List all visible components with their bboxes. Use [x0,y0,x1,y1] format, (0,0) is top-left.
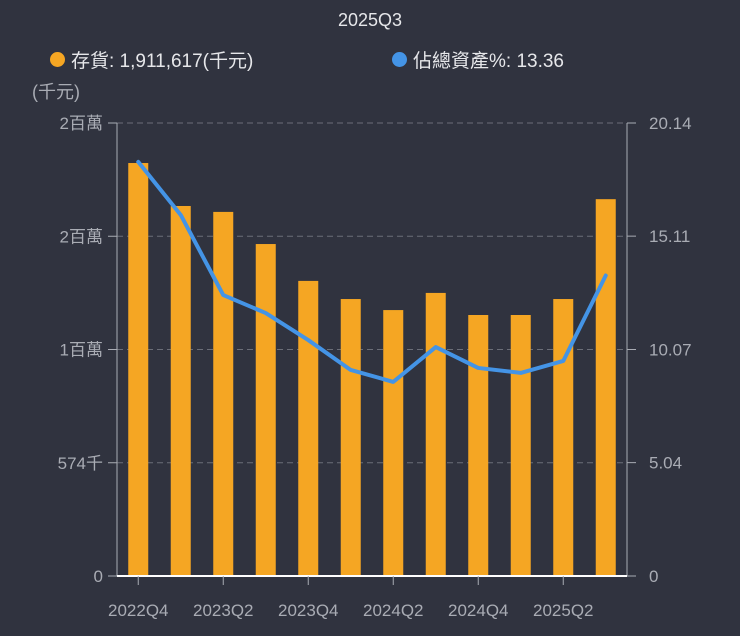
x-axis-tick-label: 2025Q2 [533,601,594,620]
bar-2025Q1[interactable] [510,315,531,576]
bar-2025Q3[interactable] [595,199,616,577]
left-axis-tick-label: 0 [94,567,103,586]
bar-2023Q4[interactable] [298,280,319,576]
x-axis-tick-label: 2024Q4 [448,601,509,620]
bar-2025Q2[interactable] [553,299,574,576]
bar-2024Q1[interactable] [340,299,361,576]
bar-2023Q2[interactable] [213,211,234,576]
x-axis-tick-label: 2024Q2 [363,601,424,620]
bar-2023Q1[interactable] [170,205,191,577]
x-axis-tick-label: 2023Q2 [193,601,254,620]
right-axis-tick-label: 15.11 [649,227,690,246]
right-axis-tick-label: 0 [649,567,658,586]
left-axis-tick-label: 2百萬 [60,114,103,133]
legend-item-inventory[interactable]: 存貨: 1,911,617(千元) [50,46,253,73]
legend-item-asset-ratio[interactable]: 佔總資產%: 13.36 [392,46,564,73]
legend-label: 佔總資產%: 13.36 [413,51,564,72]
right-axis-tick-label: 5.04 [649,454,682,473]
right-axis-tick-label: 20.14 [649,114,692,133]
asset-ratio-line[interactable] [136,159,608,384]
left-axis-unit: (千元) [32,82,80,102]
bar-2024Q2[interactable] [383,310,404,576]
left-axis-tick-label: 2百萬 [60,227,103,246]
x-axis-tick-label: 2022Q4 [108,601,169,620]
chart-title: 2025Q3 [337,10,403,30]
left-axis-tick-label: 574千 [58,454,103,473]
left-axis-tick-label: 1百萬 [60,341,103,360]
legend-label: 存貨: 1,911,617(千元) [71,51,254,72]
legend-dot-icon [392,52,407,67]
bar-2024Q3[interactable] [425,292,446,576]
bar-2024Q4[interactable] [468,315,489,576]
bar-2022Q4[interactable] [128,163,149,576]
bar-2023Q3[interactable] [255,244,276,576]
right-axis-tick-label: 10.07 [649,341,692,360]
x-axis-tick-label: 2023Q4 [278,601,339,620]
legend-dot-icon [50,52,65,67]
